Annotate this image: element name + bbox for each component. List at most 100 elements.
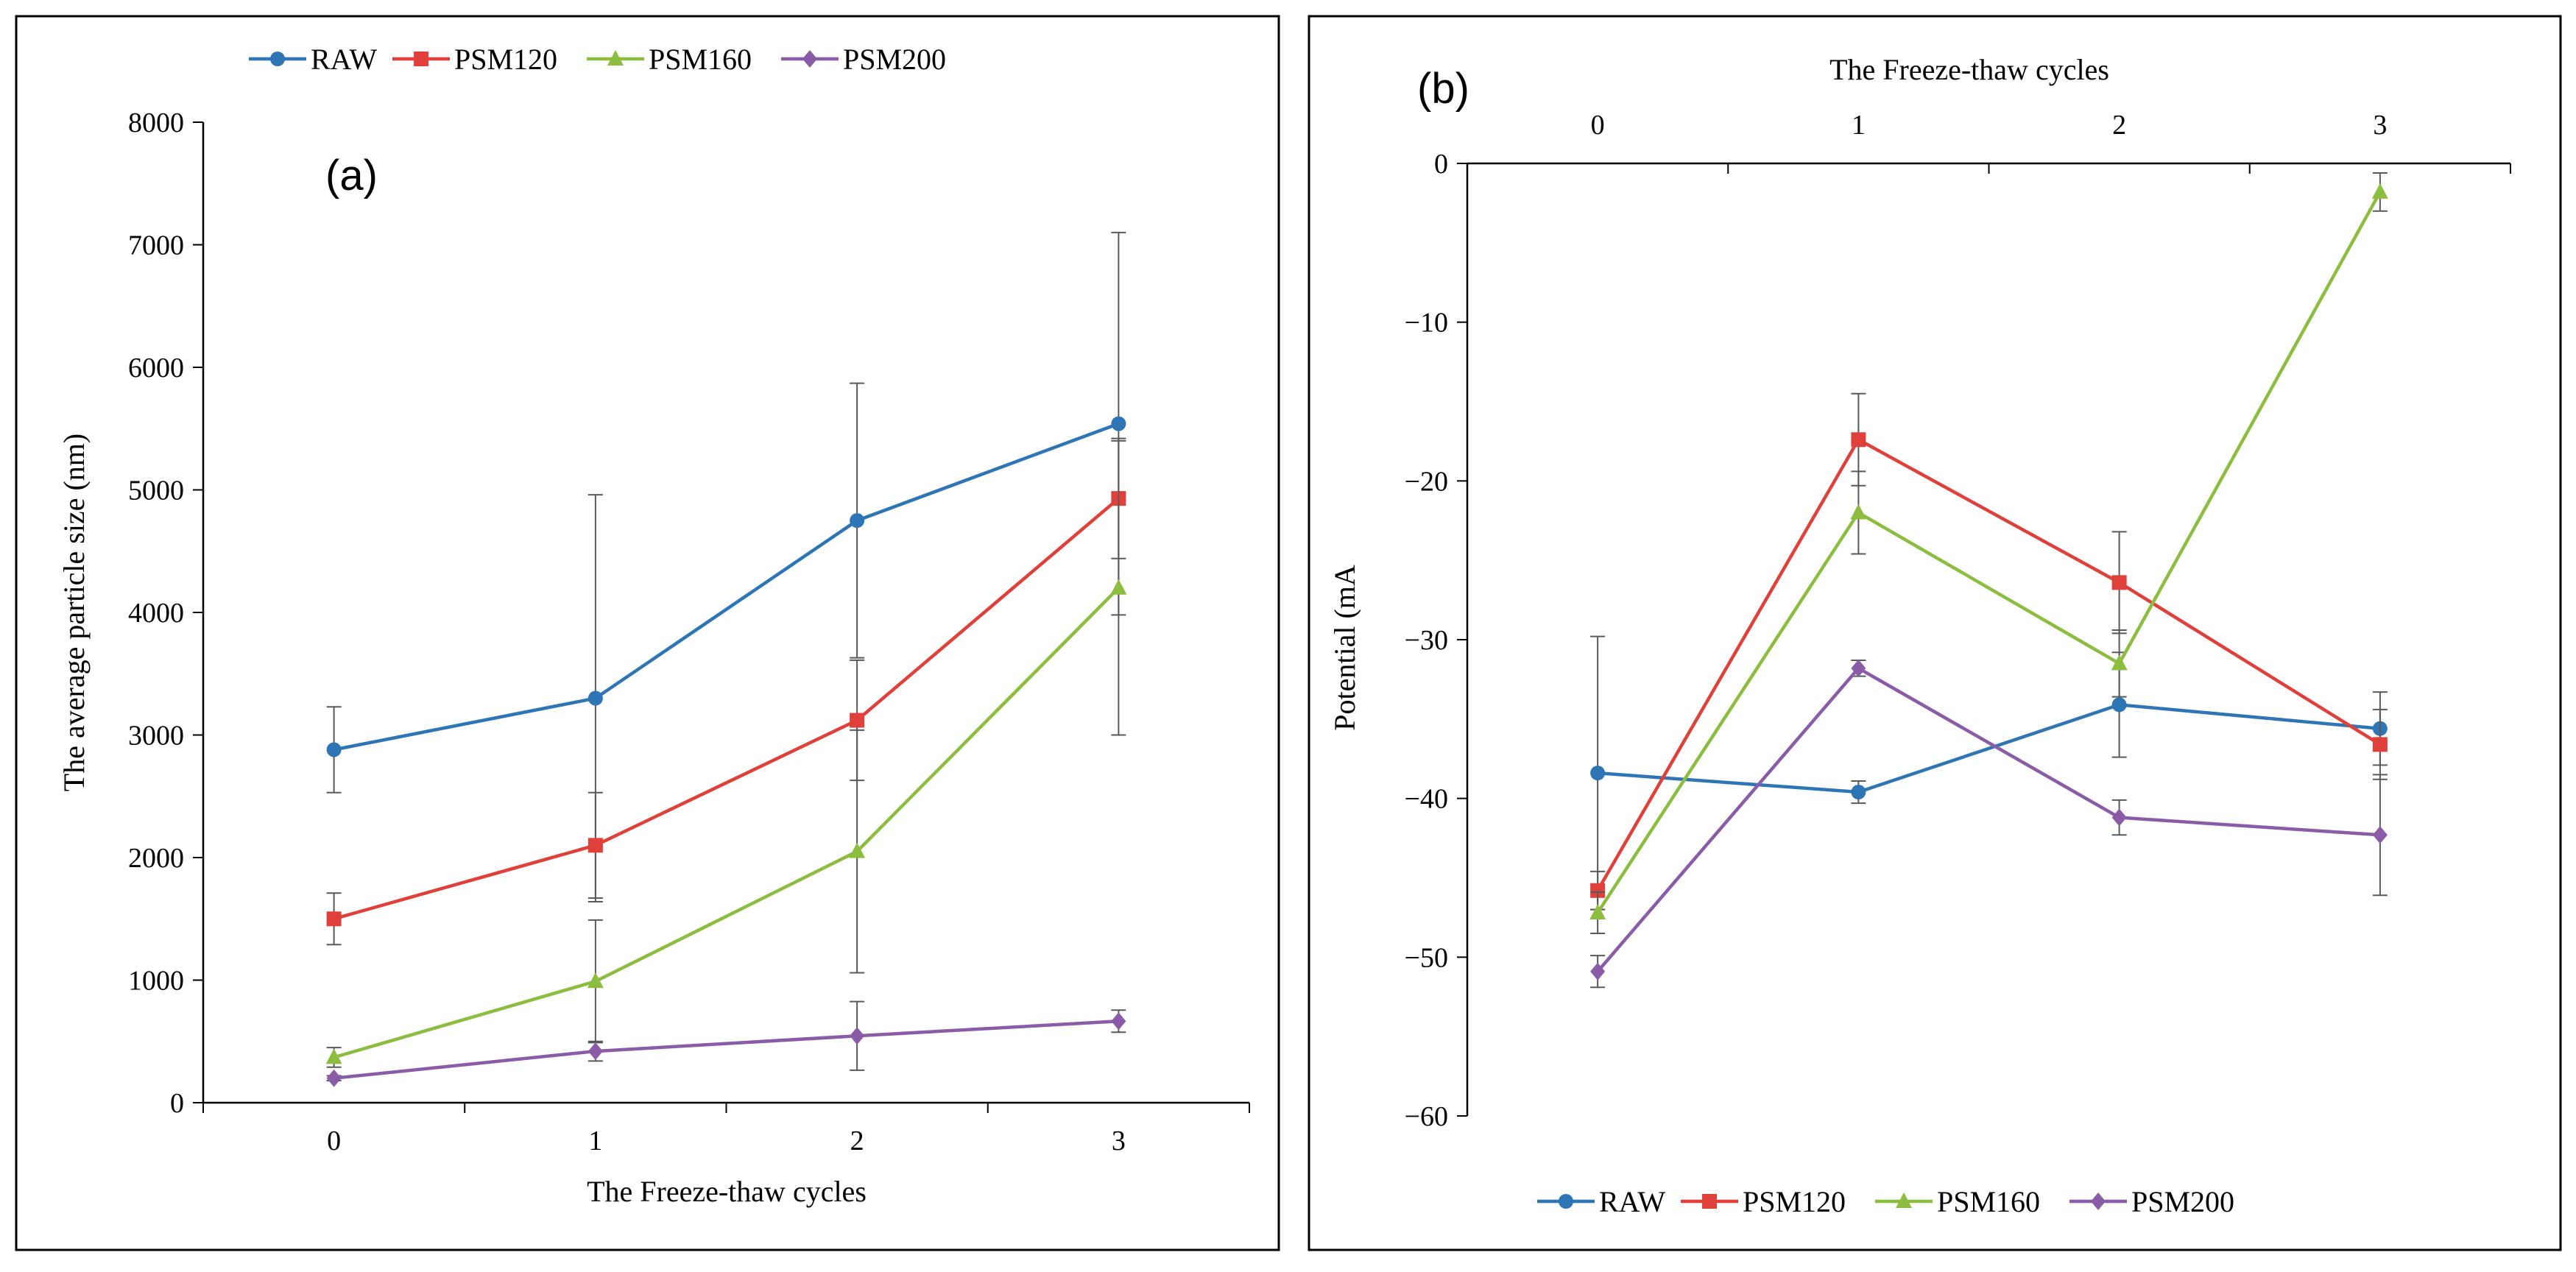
data-point-marker: [1850, 504, 1867, 520]
panel-a-y-tick-label: 2000: [128, 843, 184, 874]
data-point-marker: [1851, 785, 1866, 800]
panel-a-legend: RAW PSM120 PSM160 PSM200: [249, 43, 946, 76]
data-point-marker: [1589, 903, 1606, 919]
panel-a-y-tick-label: 6000: [128, 353, 184, 384]
panel-a-letter: (a): [325, 152, 378, 199]
legend-item-psm160: PSM160: [587, 43, 752, 76]
panel-a-x-tick-label: 3: [1112, 1126, 1126, 1156]
panel-a-series-raw: [326, 231, 1126, 902]
legend-marker: [2091, 1192, 2106, 1210]
panel-b-x-axis-label: The Freeze-thaw cycles: [1829, 53, 2109, 86]
data-point-marker: [326, 742, 342, 757]
legend-marker: [414, 52, 428, 66]
series-line: [334, 422, 1120, 752]
data-point-marker: [1110, 579, 1127, 595]
legend-label: PSM120: [454, 43, 557, 76]
panel-b-y-tick-label: 0: [1434, 149, 1448, 180]
data-point-marker: [1590, 883, 1606, 898]
panel-a-border: [15, 15, 1280, 1251]
legend-marker: [1559, 1194, 1573, 1209]
panel-a-series-psm160: [325, 439, 1127, 1068]
panel-a-y-tick-label: 3000: [128, 721, 184, 752]
panel-b: (b) −60 −50 −40 −30 −20 −10 0 0 1 2 3 The Freeze-…: [1308, 15, 2562, 1251]
data-point-marker: [1111, 1012, 1126, 1031]
panel-b-series-psm160: [1589, 172, 2388, 934]
legend-marker: [607, 50, 624, 66]
data-point-marker: [2111, 654, 2128, 671]
data-point-marker: [850, 1027, 865, 1045]
panel-b-y-tick-label: −30: [1405, 625, 1448, 656]
data-point-marker: [326, 1069, 342, 1087]
data-point-marker: [1851, 432, 1866, 448]
panel-a-x-tick-label: 1: [588, 1126, 602, 1156]
legend-item-psm120: PSM120: [1681, 1185, 1846, 1218]
data-point-marker: [850, 713, 865, 728]
panel-a-y-axis-label: The average particle size (nm): [57, 434, 91, 791]
panel-b-border: [1308, 15, 2562, 1251]
legend-label: RAW: [311, 43, 377, 76]
panel-a-x-tick-label: 0: [327, 1126, 341, 1156]
series-line: [333, 587, 1120, 1059]
data-point-marker: [2111, 697, 2127, 713]
panel-b-y-tick-label: −10: [1405, 308, 1448, 339]
panel-a-x-axis-label: The Freeze-thaw cycles: [587, 1175, 867, 1208]
data-point-marker: [325, 1048, 342, 1064]
data-point-marker: [2372, 737, 2388, 752]
panel-b-series-psm200: [1590, 659, 2388, 989]
legend-item-raw: RAW: [1537, 1185, 1665, 1218]
legend-label: PSM200: [843, 43, 946, 76]
panel-a-y-tick-label: 1000: [128, 966, 184, 997]
legend-label: PSM200: [2131, 1185, 2234, 1218]
legend-marker: [1896, 1192, 1912, 1208]
legend-item-raw: RAW: [249, 43, 377, 76]
data-point-marker: [849, 842, 866, 858]
data-point-marker: [587, 972, 604, 989]
series-line: [1596, 191, 2382, 914]
data-point-marker: [1590, 766, 1606, 781]
legend-label: RAW: [1599, 1185, 1665, 1218]
panel-a-x-tick-label: 2: [850, 1126, 864, 1156]
panel-b-x-tick-label: 3: [2373, 110, 2387, 141]
panel-b-series-raw: [1590, 635, 2388, 911]
legend-marker: [1702, 1194, 1717, 1209]
panel-a: (a) 0 1000 2000 3000 4000 5000 6000 7000 8000 0 1…: [15, 15, 1280, 1251]
legend-item-psm160: PSM160: [1875, 1185, 2040, 1218]
data-point-marker: [2111, 575, 2127, 590]
panel-b-legend: RAW PSM120 PSM160 PSM200: [1537, 1185, 2234, 1218]
panel-b-x-tick-label: 1: [1852, 110, 1866, 141]
panel-b-y-tick-label: −60: [1405, 1101, 1448, 1132]
data-point-marker: [1851, 659, 1866, 677]
data-point-marker: [2371, 183, 2388, 199]
panel-a-y-tick-label: 5000: [128, 476, 184, 506]
panel-a-y-tick-label: 7000: [128, 230, 184, 261]
legend-item-psm200: PSM200: [2069, 1185, 2234, 1218]
panel-b-y-tick-label: −40: [1405, 784, 1448, 815]
data-point-marker: [587, 690, 603, 706]
legend-marker: [802, 50, 817, 68]
data-point-marker: [850, 513, 865, 529]
series-line: [334, 1020, 1119, 1080]
panel-a-y-tick-label: 0: [170, 1088, 184, 1119]
data-point-marker: [2111, 808, 2127, 827]
series-line: [1596, 666, 2381, 973]
data-point-marker: [1590, 962, 1606, 981]
panel-b-letter: (b): [1417, 65, 1469, 113]
legend-marker: [270, 52, 285, 66]
panel-a-y-tick-label: 4000: [128, 598, 184, 629]
panel-b-series-psm120: [1590, 392, 2388, 911]
panel-b-x-tick-label: 2: [2112, 110, 2126, 141]
data-point-marker: [587, 838, 603, 853]
series-line: [334, 497, 1120, 921]
data-point-marker: [326, 911, 342, 927]
data-point-marker: [1111, 416, 1126, 431]
legend-item-psm200: PSM200: [781, 43, 946, 76]
data-point-marker: [587, 1042, 603, 1061]
panel-a-series-psm120: [326, 437, 1126, 946]
panel-a-y-tick-label: 8000: [128, 107, 184, 138]
legend-label: PSM160: [649, 43, 752, 76]
legend-item-psm120: PSM120: [392, 43, 557, 76]
legend-label: PSM120: [1743, 1185, 1846, 1218]
series-line: [1597, 703, 2381, 794]
data-point-marker: [2372, 826, 2388, 844]
